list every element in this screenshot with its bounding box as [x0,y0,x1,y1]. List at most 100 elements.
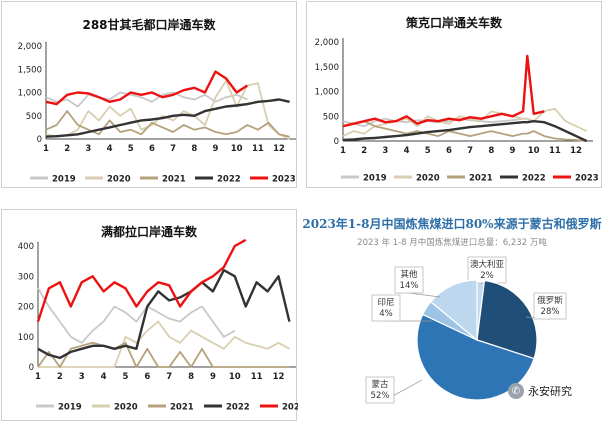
series-line-2023 [45,70,248,106]
x-tick-label: 9 [510,146,516,156]
y-tick-label: 500 [323,112,339,122]
y-tick-label: 1,500 [315,63,339,73]
x-tick-label: 3 [79,372,85,382]
x-tick-label: 1 [340,146,346,156]
x-tick-label: 6 [446,146,452,156]
x-tick-label: 2 [361,146,367,156]
x-tick-label: 12 [570,146,582,156]
data-label-box [533,292,567,320]
legend-label-2021: 2021 [469,174,493,184]
x-tick-label: 4 [101,372,107,382]
chart-title: 策克口岸通关车数 [405,16,502,30]
legend-label-2021: 2021 [170,403,194,413]
x-tick-label: 10 [231,144,243,154]
watermark-text: 永安研究 [528,385,572,398]
chart-panel-ceke: 策克口岸通关车数 0 500 1,000 1,500 2,000 1 2 3 4 5 6 7 8 9 10 1… [306,1,602,188]
x-tick-label: 5 [425,146,431,156]
legend-label-2021: 2021 [162,175,186,185]
series-line-2022 [342,120,588,143]
legend-label-2019: 2019 [58,403,82,413]
x-tick-label: 5 [128,144,134,154]
series-line-2019 [37,287,236,344]
x-tick-label: 10 [528,146,540,156]
y-tick-label: 500 [26,112,42,122]
series-line-2021 [342,120,587,142]
x-tick-label: 3 [382,146,388,156]
y-tick-label: 300 [18,272,34,282]
chart-title: 2023年1-8月中国炼焦煤进口80%来源于蒙古和俄罗斯 [302,217,602,231]
x-tick-label: 4 [404,146,410,156]
pie-slice-其他 [429,279,478,342]
x-tick-label: 6 [149,144,155,154]
x-tick-label: 1 [35,372,41,382]
x-tick-label: 8 [191,144,197,154]
y-tick-label: 400 [18,242,34,252]
chart-title: 满都拉口岸通车数 [100,225,197,239]
x-tick-label: 8 [188,372,194,382]
data-label-box [371,294,401,322]
legend-label-2019: 2019 [363,174,387,184]
x-tick-label: 8 [488,146,494,156]
legend-label-2020: 2020 [416,174,440,184]
legend-label-2022: 2022 [217,175,241,185]
x-tick-label: 4 [107,144,113,154]
data-label-box [365,376,395,404]
series-line-2020 [342,107,587,137]
legend-label-2022: 2022 [226,403,250,413]
series-line-2022 [45,98,290,138]
y-tick-label: 1,000 [315,88,339,98]
x-tick-label: 2 [57,372,63,382]
y-tick-label: 0 [37,135,42,145]
data-label-name: 其他 [400,269,418,280]
y-tick-label: 0 [29,363,34,373]
series-line-2023 [342,54,545,128]
data-label-name: 印尼 [377,297,394,308]
x-tick-label: 11 [251,372,263,382]
x-tick-label: 7 [166,372,172,382]
x-tick-label: 11 [252,144,264,154]
chart-title: 288甘其毛都口岸通车数 [82,18,216,32]
legend-label-2020: 2020 [107,175,131,185]
data-label-value: 2% [480,271,494,281]
x-tick-label: 12 [273,372,285,382]
y-tick-label: 1,000 [18,89,42,99]
data-label-name: 俄罗斯 [537,295,563,306]
data-label-box [394,266,424,294]
series-line-2021 [37,341,290,368]
legend-label-2023: 2023 [282,403,298,413]
legend-label-2019: 2019 [52,175,76,185]
chart-subtitle: 2023 年 1-8 月中国炼焦煤进口总量：6,232 万吨 [357,238,547,248]
watermark: ✆ 永安研究 [508,383,572,399]
data-label-value: 52% [371,391,390,401]
x-tick-label: 5 [122,372,128,382]
x-tick-label: 9 [210,372,216,382]
legend-label-2020: 2020 [114,403,138,413]
legend-label-2022: 2022 [522,174,546,184]
y-tick-label: 1,500 [18,65,42,75]
chart-panel-coking-coal-imports: 2023年1-8月中国炼焦煤进口80%来源于蒙古和俄罗斯 2023 年 1-8 … [300,205,604,423]
leader-line [408,292,441,298]
series-line-2022 [37,269,291,360]
data-label-value: 28% [541,307,560,317]
data-label-value: 4% [379,309,393,319]
y-tick-label: 2,000 [18,42,42,52]
series-line-2020 [38,320,290,368]
x-tick-label: 3 [85,144,91,154]
chart-panel-ganqimaodu: 288甘其毛都口岸通车数 0 500 1,000 1,500 2,000 1 2 3 4 5 6 7 8… [1,1,297,188]
data-label-name: 澳大利亚 [470,259,505,270]
x-tick-label: 1 [43,144,49,154]
y-tick-label: 200 [18,303,34,313]
y-tick-label: 100 [18,333,34,343]
series-line-2023 [36,238,247,322]
wechat-icon: ✆ [508,383,524,399]
x-tick-label: 6 [144,372,150,382]
data-label-name: 蒙古 [371,379,389,390]
legend-label-2023: 2023 [575,174,599,184]
x-tick-label: 9 [213,144,219,154]
chart-panel-mandula: 满都拉口岸通车数 0 100 200 300 400 1 2 3 4 5 6 7 8 9 10 11 12 201… [1,209,298,421]
pie-slice-俄罗斯 [476,279,538,360]
